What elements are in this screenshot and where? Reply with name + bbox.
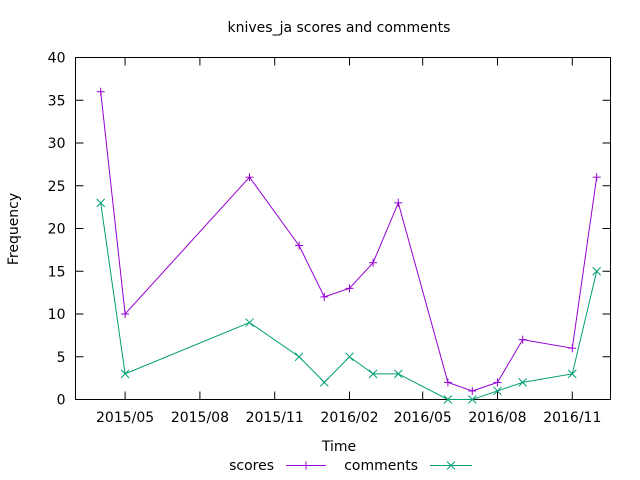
data-point-comments <box>592 266 602 276</box>
data-point-scores <box>345 284 354 293</box>
data-point-scores <box>96 87 105 96</box>
data-point-comments <box>345 352 354 362</box>
x-tick-label: 2016/02 <box>320 410 378 426</box>
data-point-comments <box>518 378 528 387</box>
y-tick-label: 25 <box>48 179 66 195</box>
data-point-comments <box>319 378 329 387</box>
legend-marker <box>446 461 456 470</box>
data-point-comments <box>493 386 502 396</box>
x-tick-label: 2016/11 <box>543 410 601 426</box>
data-point-comments <box>294 352 304 362</box>
data-point-scores <box>443 378 452 387</box>
data-point-scores <box>245 173 254 182</box>
y-axis-label: Frequency <box>6 193 22 265</box>
data-point-scores <box>468 386 477 395</box>
y-tick-label: 10 <box>48 307 66 323</box>
y-axis: 0 5 10 15 20 25 30 35 40 <box>48 51 611 409</box>
legend-label: scores <box>229 458 274 474</box>
legend-item-scores: scores <box>229 458 326 474</box>
legend: scores comments <box>229 458 472 474</box>
x-tick-label: 2016/08 <box>468 410 526 426</box>
data-point-scores <box>568 344 577 353</box>
y-tick-label: 40 <box>48 51 66 67</box>
data-point-comments <box>96 198 106 208</box>
series-scores <box>96 87 601 395</box>
series-line-comments <box>100 202 598 400</box>
plot-area-border <box>75 57 611 400</box>
legend-label: comments <box>344 458 418 474</box>
y-tick-label: 15 <box>48 264 66 280</box>
x-tick-label: 2016/05 <box>394 410 452 426</box>
data-point-scores <box>369 258 378 267</box>
data-point-scores <box>394 198 403 207</box>
data-point-scores <box>320 292 329 301</box>
x-axis-label: Time <box>321 439 356 455</box>
data-point-comments <box>443 395 453 404</box>
x-tick-label: 2015/11 <box>246 410 304 426</box>
data-point-comments <box>245 318 254 327</box>
series-comments <box>96 198 602 404</box>
data-point-comments <box>393 369 403 379</box>
data-point-scores <box>121 310 130 318</box>
legend-marker <box>302 461 310 470</box>
data-point-comments <box>467 395 477 404</box>
series-line-scores <box>100 91 598 392</box>
data-point-comments <box>368 369 378 379</box>
data-point-comments <box>120 369 130 379</box>
y-tick-label: 20 <box>48 222 66 238</box>
x-axis: 2015/05 2015/08 2015/11 2016/02 2016/05 2016/… <box>96 57 601 426</box>
y-tick-label: 30 <box>48 136 66 152</box>
data-point-scores <box>493 378 502 387</box>
data-point-scores <box>592 173 601 182</box>
data-point-scores <box>295 241 304 250</box>
x-tick-label: 2015/05 <box>96 410 154 426</box>
y-tick-label: 35 <box>48 93 66 109</box>
y-tick-label: 5 <box>57 350 66 366</box>
y-tick-label: 0 <box>57 393 66 409</box>
chart-title: knives_ja scores and comments <box>228 20 451 36</box>
legend-item-comments: comments <box>344 458 472 474</box>
data-point-comments <box>567 369 577 379</box>
x-tick-label: 2015/08 <box>171 410 229 426</box>
series-layer <box>96 87 602 404</box>
data-point-scores <box>518 335 527 344</box>
